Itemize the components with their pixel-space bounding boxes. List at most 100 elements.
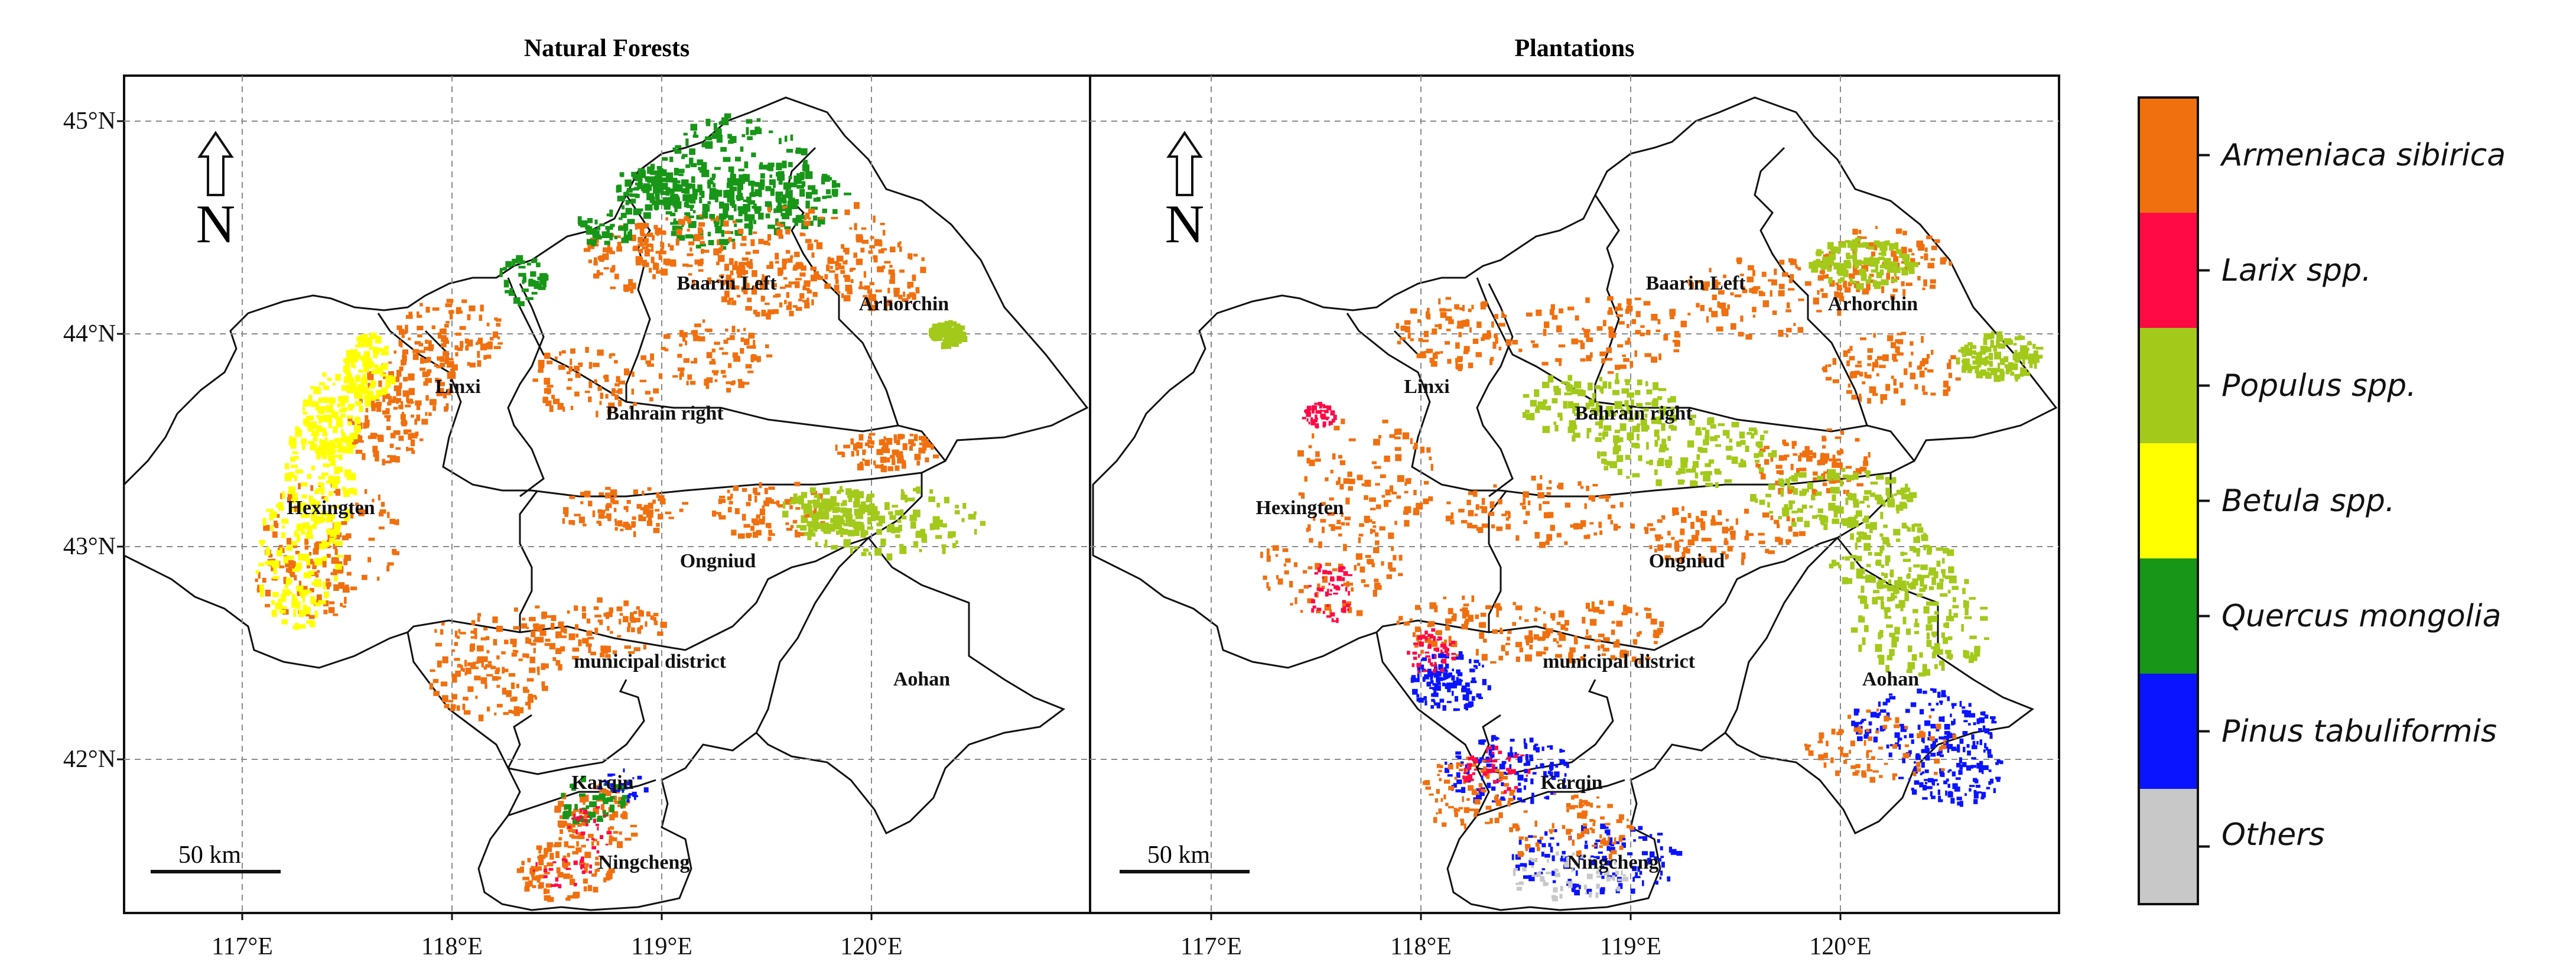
forest-pixel (1923, 392, 1926, 395)
forest-pixel (1814, 300, 1817, 304)
forest-pixel (1887, 655, 1893, 661)
forest-pixel (1645, 381, 1648, 386)
forest-pixel (501, 651, 506, 655)
forest-pixel (746, 127, 749, 135)
forest-pixel (282, 589, 290, 596)
forest-pixel (884, 444, 889, 450)
forest-pixel (887, 287, 890, 294)
forest-pixel (731, 326, 736, 333)
forest-pixel (795, 178, 802, 184)
forest-pixel (637, 185, 645, 190)
forest-pixel (593, 785, 599, 789)
forest-pixel (559, 351, 562, 356)
forest-pixel (592, 233, 596, 236)
forest-pixel (1317, 583, 1320, 590)
forest-pixel (1907, 662, 1915, 670)
forest-pixel (686, 381, 689, 385)
forest-pixel (326, 447, 333, 455)
forest-pixel (786, 148, 793, 153)
forest-pixel (804, 302, 810, 308)
forest-pixel (646, 521, 653, 527)
forest-pixel (750, 355, 757, 361)
forest-pixel (1939, 579, 1944, 583)
forest-pixel (1604, 495, 1611, 499)
forest-pixel (1986, 346, 1992, 352)
forest-pixel (686, 264, 693, 267)
forest-pixel (623, 229, 627, 238)
forest-pixel (1351, 587, 1354, 592)
forest-pixel (359, 335, 364, 339)
forest-pixel (296, 585, 304, 592)
forest-pixel (884, 261, 891, 264)
forest-pixel (613, 831, 619, 834)
forest-pixel (578, 862, 586, 865)
forest-pixel (1861, 576, 1868, 579)
forest-pixel (535, 281, 539, 288)
forest-pixel (1726, 518, 1729, 522)
forest-pixel (1857, 360, 1862, 364)
forest-pixel (329, 537, 336, 544)
forest-pixel (1705, 463, 1712, 467)
forest-pixel (1522, 412, 1527, 418)
forest-pixel (1471, 304, 1474, 310)
forest-pixel (1526, 312, 1533, 317)
forest-pixel (722, 375, 727, 378)
forest-pixel (1581, 390, 1586, 397)
forest-pixel (627, 781, 631, 786)
forest-pixel (1886, 712, 1890, 719)
forest-pixel (1553, 638, 1557, 642)
forest-pixel (526, 678, 534, 682)
forest-pixel (834, 502, 840, 507)
forest-pixel (793, 493, 798, 498)
forest-pixel (1850, 627, 1858, 633)
forest-pixel (325, 545, 331, 548)
forest-pixel (344, 554, 352, 561)
forest-pixel (519, 260, 525, 265)
forest-pixel (343, 586, 349, 592)
forest-pixel (1879, 632, 1884, 638)
forest-pixel (709, 360, 716, 365)
forest-pixel (799, 263, 804, 268)
forest-pixel (802, 160, 808, 167)
forest-pixel (508, 293, 515, 296)
forest-pixel (822, 209, 827, 213)
forest-pixel (764, 488, 768, 495)
forest-pixel (899, 509, 904, 516)
forest-pixel (1920, 579, 1924, 587)
forest-pixel (341, 521, 347, 525)
forest-pixel (1543, 512, 1551, 519)
forest-pixel (1645, 607, 1651, 611)
forest-pixel (931, 327, 938, 334)
forest-pixel (1883, 258, 1891, 264)
forest-pixel (1657, 628, 1663, 633)
forest-pixel (350, 441, 356, 447)
forest-pixel (1610, 655, 1615, 660)
forest-pixel (558, 837, 562, 841)
forest-pixel (308, 395, 313, 403)
forest-pixel (945, 336, 949, 343)
forest-pixel (1855, 555, 1862, 561)
forest-pixel (748, 333, 755, 339)
forest-pixel (1371, 461, 1377, 464)
forest-pixel (481, 660, 484, 668)
forest-pixel (1840, 463, 1843, 470)
forest-pixel (785, 284, 792, 288)
forest-pixel (259, 584, 264, 591)
forest-pixel (1283, 563, 1287, 567)
forest-pixel (1555, 654, 1562, 658)
forest-pixel (1886, 624, 1893, 628)
forest-pixel (1969, 597, 1976, 600)
forest-pixel (1891, 251, 1897, 257)
forest-pixel (837, 490, 841, 494)
forest-pixel (1885, 240, 1890, 246)
forest-pixel (1889, 243, 1895, 248)
forest-pixel (2027, 342, 2032, 346)
forest-pixel (1930, 284, 1936, 289)
forest-pixel (610, 223, 615, 228)
forest-pixel (1394, 447, 1401, 451)
forest-pixel (1866, 374, 1872, 379)
forest-pixel (687, 229, 690, 232)
forest-pixel (369, 342, 373, 349)
forest-pixel (606, 213, 611, 217)
forest-pixel (1586, 431, 1589, 438)
